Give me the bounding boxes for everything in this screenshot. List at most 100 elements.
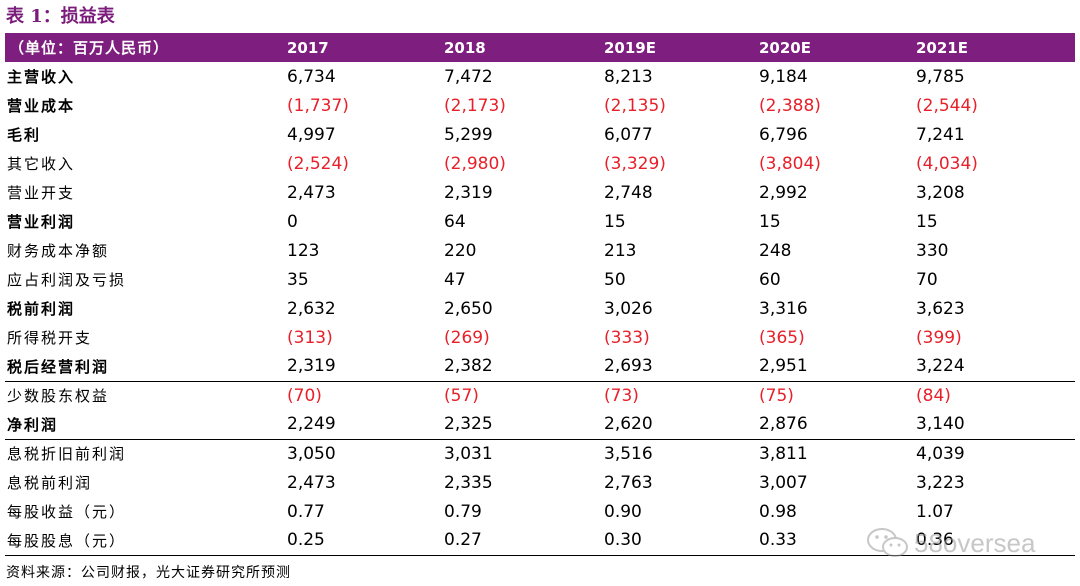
row-value: 3,224	[916, 352, 1075, 382]
row-label: 主营收入	[7, 68, 76, 86]
row-value: 9,785	[916, 66, 965, 87]
row-label: 营业利润	[7, 213, 76, 231]
row-value: 0.27	[444, 526, 604, 556]
row-value: (70)	[287, 385, 322, 406]
row-label: 少数股东权益	[7, 387, 110, 406]
table-row: 应占利润及亏损 35 47 50 60 70	[5, 265, 1075, 294]
row-value: 2,249	[287, 410, 444, 440]
row-value: 5,299	[444, 124, 493, 145]
row-value: 0.36	[916, 526, 1075, 556]
year-header: 2021E	[916, 38, 968, 57]
row-label: 税后经营利润	[5, 352, 287, 382]
table-row: 毛利 4,997 5,299 6,077 6,796 7,241	[5, 120, 1075, 149]
year-header: 2017	[287, 38, 329, 57]
row-label: 净利润	[5, 410, 287, 440]
watermark-text: 58oversea	[914, 527, 1036, 558]
row-value: 3,208	[916, 182, 965, 203]
table-row: 主营收入 6,734 7,472 8,213 9,184 9,785	[5, 62, 1075, 91]
row-value: 0.25	[287, 526, 444, 556]
income-statement-table: （单位：百万人民币） 2017 2018 2019E 2020E 2021E 主…	[5, 33, 1075, 556]
table-header-row: （单位：百万人民币） 2017 2018 2019E 2020E 2021E	[5, 33, 1075, 62]
source-note: 资料来源：公司财报，光大证券研究所预测	[6, 565, 291, 581]
row-value: 50	[604, 269, 626, 290]
table-row: 税前利润 2,632 2,650 3,026 3,316 3,623	[5, 294, 1075, 323]
row-value: (269)	[444, 327, 490, 348]
row-value: 248	[759, 240, 792, 261]
row-value: 2,473	[287, 472, 336, 493]
row-value: 2,650	[444, 298, 493, 319]
row-value: 7,241	[916, 124, 965, 145]
table-row: 营业成本 (1,737) (2,173) (2,135) (2,388) (2,544)	[5, 91, 1075, 120]
row-value: (73)	[604, 385, 639, 406]
row-value: 0.30	[604, 526, 759, 556]
row-value: 330	[916, 240, 949, 261]
row-value: 3,623	[916, 298, 965, 319]
table-row: 少数股东权益 (70) (57) (73) (75) (84)	[5, 381, 1075, 410]
row-value: 3,316	[759, 298, 808, 319]
row-label: 所得税开支	[7, 329, 93, 347]
row-label: 息税折旧前利润	[7, 445, 127, 464]
table-row: 其它收入 (2,524) (2,980) (3,329) (3,804) (4,034)	[5, 149, 1075, 178]
row-label: 其它收入	[7, 155, 76, 173]
table-row: 每股收益（元） 0.77 0.79 0.90 0.98 1.07	[5, 497, 1075, 526]
row-label: 应占利润及亏损	[7, 271, 127, 289]
row-label: 毛利	[7, 126, 42, 144]
year-header: 2020E	[759, 38, 811, 57]
row-value: 1.07	[916, 501, 954, 522]
row-value: 2,876	[759, 410, 916, 440]
row-value: 7,472	[444, 66, 493, 87]
row-value: 2,319	[287, 352, 444, 382]
row-value: (84)	[916, 385, 951, 406]
row-value: 15	[916, 211, 938, 232]
wechat-icon	[867, 528, 908, 557]
row-value: 2,473	[287, 182, 336, 203]
row-value: 220	[444, 240, 477, 261]
row-value: 3,026	[604, 298, 653, 319]
row-value: 15	[604, 211, 626, 232]
row-value: 35	[287, 269, 309, 290]
row-label: 营业开支	[7, 184, 76, 202]
row-value: 3,516	[604, 443, 653, 464]
row-value: (2,544)	[916, 95, 978, 116]
table-row: 净利润 2,249 2,325 2,620 2,876 3,140	[5, 410, 1075, 440]
row-value: (4,034)	[916, 153, 978, 174]
year-header: 2018	[444, 38, 486, 57]
row-label: 息税前利润	[7, 474, 93, 492]
row-value: 2,693	[604, 352, 759, 382]
row-value: (365)	[759, 327, 805, 348]
row-value: 0.79	[444, 501, 482, 522]
table-row: 息税前利润 2,473 2,335 2,763 3,007 3,223	[5, 468, 1075, 497]
row-value: 15	[759, 211, 781, 232]
row-value: 213	[604, 240, 637, 261]
row-value: (2,524)	[287, 153, 349, 174]
row-value: 2,620	[604, 410, 759, 440]
row-value: (1,737)	[287, 95, 349, 116]
row-value: (2,980)	[444, 153, 506, 174]
row-value: 3,031	[444, 443, 493, 464]
row-value: (333)	[604, 327, 650, 348]
unit-label: （单位：百万人民币）	[9, 39, 170, 57]
table-row: 营业利润 0 64 15 15 15	[5, 207, 1075, 236]
table-title: 表 1：损益表	[6, 6, 115, 27]
row-value: 3,811	[759, 443, 808, 464]
table-row: 息税折旧前利润 3,050 3,031 3,516 3,811 4,039	[5, 439, 1075, 468]
row-value: 4,997	[287, 124, 336, 145]
row-value: 0.77	[287, 501, 325, 522]
row-value: 2,319	[444, 182, 493, 203]
row-value: (2,173)	[444, 95, 506, 116]
row-label: 每股股息（元）	[5, 526, 287, 556]
row-value: 2,632	[287, 298, 336, 319]
row-value: 2,763	[604, 472, 653, 493]
row-value: 6,796	[759, 124, 808, 145]
row-value: 70	[916, 269, 938, 290]
row-value: 2,748	[604, 182, 653, 203]
row-value: 2,951	[759, 352, 916, 382]
row-value: 123	[287, 240, 320, 261]
row-value: 6,077	[604, 124, 653, 145]
row-value: 2,382	[444, 352, 604, 382]
year-header: 2019E	[604, 38, 656, 57]
row-value: 2,992	[759, 182, 808, 203]
row-value: (3,804)	[759, 153, 821, 174]
row-value: 3,050	[287, 443, 336, 464]
row-value: 0	[287, 211, 298, 232]
